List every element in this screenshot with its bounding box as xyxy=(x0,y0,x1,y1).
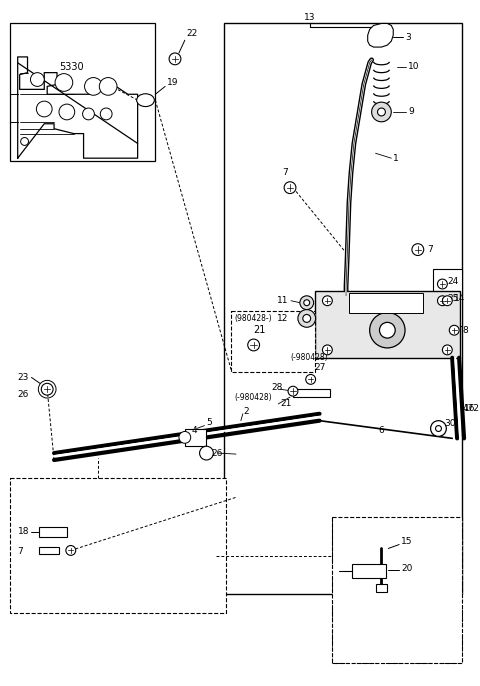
Text: 20: 20 xyxy=(401,564,412,573)
Circle shape xyxy=(30,73,44,86)
Bar xyxy=(224,23,462,593)
Text: 14: 14 xyxy=(454,294,466,303)
Bar xyxy=(10,23,156,161)
Circle shape xyxy=(36,101,52,117)
Bar xyxy=(432,270,462,327)
Text: 5: 5 xyxy=(206,418,212,427)
Circle shape xyxy=(412,244,424,255)
Text: 7: 7 xyxy=(18,547,24,556)
Text: (-980428): (-980428) xyxy=(290,353,328,362)
Circle shape xyxy=(435,425,442,431)
Circle shape xyxy=(443,345,452,355)
Text: 9: 9 xyxy=(408,108,414,117)
Text: 15: 15 xyxy=(401,537,413,546)
Circle shape xyxy=(84,78,102,95)
Circle shape xyxy=(59,104,75,120)
Text: 22: 22 xyxy=(187,29,198,38)
Circle shape xyxy=(38,380,56,398)
Bar xyxy=(10,477,226,613)
Bar xyxy=(349,293,423,313)
Circle shape xyxy=(370,313,405,348)
Text: 6: 6 xyxy=(379,426,384,435)
Circle shape xyxy=(449,325,459,335)
Text: 10: 10 xyxy=(408,62,420,71)
Text: 1: 1 xyxy=(393,154,399,163)
Circle shape xyxy=(323,296,332,306)
Circle shape xyxy=(284,182,296,193)
Circle shape xyxy=(66,545,76,556)
Circle shape xyxy=(288,386,298,396)
Text: 28: 28 xyxy=(271,383,283,392)
Text: 5330: 5330 xyxy=(59,62,84,72)
Text: 27: 27 xyxy=(314,363,326,372)
Circle shape xyxy=(372,102,391,122)
Circle shape xyxy=(380,322,395,338)
Circle shape xyxy=(169,53,181,64)
Text: 18: 18 xyxy=(18,528,29,536)
Bar xyxy=(231,311,314,372)
Circle shape xyxy=(300,296,313,309)
Circle shape xyxy=(55,73,73,91)
Text: 7: 7 xyxy=(282,169,288,178)
Text: 25: 25 xyxy=(447,294,459,303)
Text: 8: 8 xyxy=(462,326,468,335)
Text: 2: 2 xyxy=(244,407,250,416)
Circle shape xyxy=(303,314,311,322)
Text: 30: 30 xyxy=(444,419,456,428)
Circle shape xyxy=(306,375,315,384)
Text: 7: 7 xyxy=(428,245,433,254)
Bar xyxy=(185,429,206,446)
Bar xyxy=(39,527,67,536)
Bar xyxy=(293,389,330,397)
Bar xyxy=(375,584,387,592)
Circle shape xyxy=(378,108,385,116)
Text: 24: 24 xyxy=(447,276,458,285)
Circle shape xyxy=(100,108,112,120)
Circle shape xyxy=(179,431,191,443)
Text: 26: 26 xyxy=(211,449,223,458)
Circle shape xyxy=(323,345,332,355)
Circle shape xyxy=(99,78,117,95)
Text: 19: 19 xyxy=(167,78,179,87)
Circle shape xyxy=(304,300,310,306)
Bar xyxy=(314,291,460,357)
Text: 12: 12 xyxy=(277,314,288,323)
Circle shape xyxy=(41,383,53,395)
Circle shape xyxy=(431,421,446,436)
Text: 472: 472 xyxy=(462,404,479,414)
Bar xyxy=(39,547,59,554)
Text: 26: 26 xyxy=(18,390,29,399)
Text: 23: 23 xyxy=(18,373,29,382)
Text: 11: 11 xyxy=(277,296,289,305)
Circle shape xyxy=(248,339,260,351)
Text: (980428-): (980428-) xyxy=(234,314,272,323)
Circle shape xyxy=(21,137,28,145)
Bar xyxy=(352,564,386,578)
Text: 21: 21 xyxy=(253,325,266,335)
Text: 16: 16 xyxy=(464,404,476,414)
Bar xyxy=(332,517,462,663)
Circle shape xyxy=(443,296,452,306)
Text: (-980428): (-980428) xyxy=(234,392,272,401)
Circle shape xyxy=(200,446,213,460)
Circle shape xyxy=(298,309,315,327)
Text: 13: 13 xyxy=(304,13,315,22)
Text: 3: 3 xyxy=(405,33,411,42)
Circle shape xyxy=(83,108,95,120)
Text: 4: 4 xyxy=(192,426,197,435)
Circle shape xyxy=(437,296,447,306)
Ellipse shape xyxy=(137,94,155,106)
Circle shape xyxy=(437,279,447,289)
Polygon shape xyxy=(368,23,393,47)
Text: 21: 21 xyxy=(280,399,291,408)
